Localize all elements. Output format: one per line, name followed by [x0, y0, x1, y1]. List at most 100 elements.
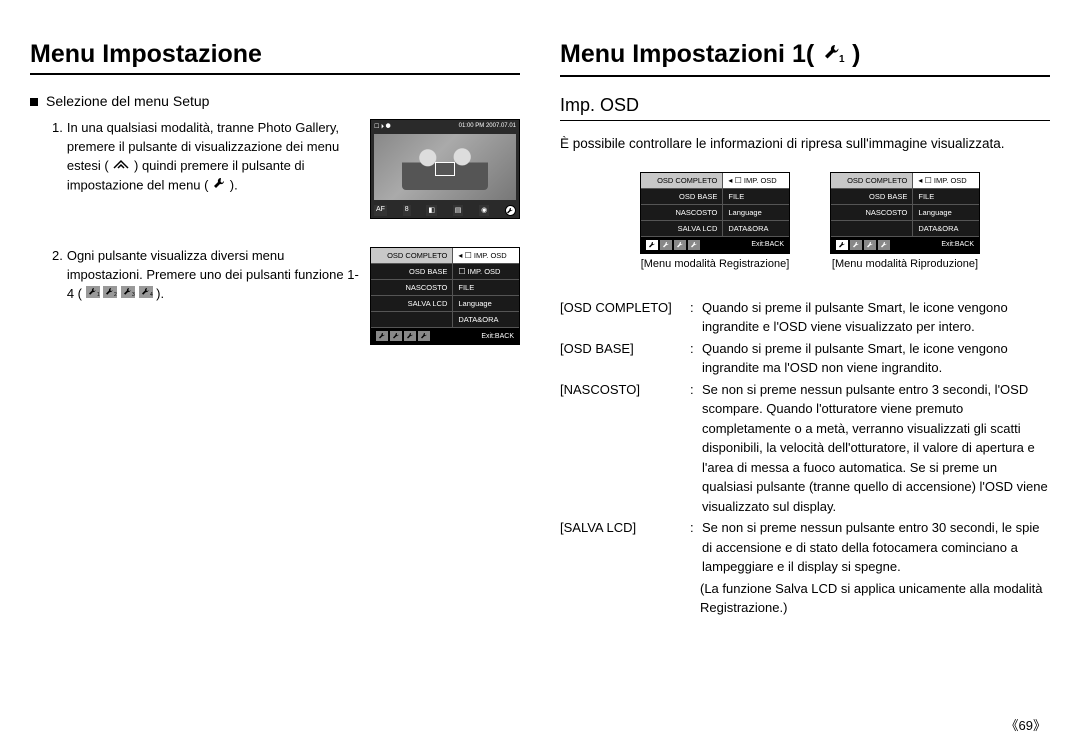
bullet-text: Selezione del menu Setup: [46, 93, 209, 109]
menu-item: NASCOSTO: [831, 205, 912, 221]
menu-tab: ☐ IMP. OSD: [452, 264, 519, 280]
def-row: [OSD COMPLETO] : Quando si preme il puls…: [560, 298, 1050, 337]
square-bullet-icon: [30, 98, 38, 106]
step-number: 1.: [52, 119, 63, 196]
def-desc: Se non si preme nessun pulsante entro 30…: [702, 518, 1050, 577]
menu-caption-b: [Menu modalità Riproduzione]: [832, 258, 978, 270]
def-desc: Se non si preme nessun pulsante entro 3 …: [702, 380, 1050, 517]
menu-tab: DATA&ORA: [722, 221, 789, 237]
preview-top-right: 01:00 PM 2007.07.01: [459, 123, 516, 131]
menu-item: OSD BASE: [371, 264, 452, 280]
def-row: [OSD BASE] : Quando si preme il pulsante…: [560, 339, 1050, 378]
menu-tab: ◂ ☐ IMP. OSD: [722, 173, 789, 189]
def-colon: :: [690, 298, 702, 337]
menu-item: NASCOSTO: [371, 280, 452, 296]
definitions-list: [OSD COMPLETO] : Quando si preme il puls…: [560, 298, 1050, 618]
intro-text: È possibile controllare le informazioni …: [560, 135, 1050, 154]
menu-tab: Language: [722, 205, 789, 221]
step-text: Ogni pulsante visualizza diversi menu im…: [67, 247, 360, 304]
svg-text:3: 3: [132, 292, 135, 298]
def-term: [OSD BASE]: [560, 339, 690, 378]
wrench-tool-icon: [212, 176, 226, 196]
menu-tab: ◂ ☐ IMP. OSD: [912, 173, 979, 189]
preview-icon: ▤: [453, 205, 464, 216]
wrench-3-icon: 3: [121, 285, 135, 304]
menu-bottom-bar: Exit:BACK: [831, 237, 979, 253]
wrench-1-title-icon: 1: [821, 42, 845, 71]
menu-bottom-bar: Exit:BACK: [371, 328, 519, 344]
step2-group: 2. Ogni pulsante visualizza diversi menu…: [30, 247, 520, 345]
right-column: Menu Impostazioni 1( 1 ) Imp. OSD È poss…: [540, 40, 1050, 726]
menu-caption-a: [Menu modalità Registrazione]: [641, 258, 790, 270]
exit-label: Exit:BACK: [481, 333, 514, 340]
preview-icon: ◧: [426, 205, 437, 216]
step-text: In una qualsiasi modalità, tranne Photo …: [67, 119, 360, 196]
wrench-2-icon: 2: [103, 285, 117, 304]
menu-comparison: OSD COMPLETO◂ ☐ IMP. OSD OSD BASEFILE NA…: [570, 172, 1050, 270]
menu-item: OSD COMPLETO: [371, 248, 452, 264]
menu-item: [831, 221, 912, 237]
wrench-1-icon: 1: [86, 285, 100, 304]
wrench-tabs-icon: [646, 240, 700, 250]
menu-tab: FILE: [912, 189, 979, 205]
section-bullet: Selezione del menu Setup: [30, 93, 520, 109]
menu-tab: Language: [912, 205, 979, 221]
step-number: 2.: [52, 247, 63, 304]
menu-tab: FILE: [722, 189, 789, 205]
def-term: [SALVA LCD]: [560, 518, 690, 577]
step-2: 2. Ogni pulsante visualizza diversi menu…: [52, 247, 360, 304]
def-row: [SALVA LCD] : Se non si preme nessun pul…: [560, 518, 1050, 577]
menu-playback-mode: OSD COMPLETO◂ ☐ IMP. OSD OSD BASEFILE NA…: [830, 172, 980, 270]
menu-tab: DATA&ORA: [452, 312, 519, 328]
af-frame-icon: [435, 162, 455, 176]
menu-tab: Language: [452, 296, 519, 312]
camera-menu-left: OSD COMPLETO◂ ☐ IMP. OSD OSD BASE☐ IMP. …: [370, 247, 520, 345]
title-text-a: Menu Impostazioni 1(: [560, 40, 814, 68]
preview-bottom-row: AF 8 ◧ ▤ ◉: [374, 205, 516, 216]
af-label: AF: [374, 205, 387, 216]
subsection-title: Imp. OSD: [560, 95, 1050, 121]
step-1: 1. In una qualsiasi modalità, tranne Pho…: [52, 119, 360, 196]
camera-menu-a: OSD COMPLETO◂ ☐ IMP. OSD OSD BASEFILE NA…: [640, 172, 790, 254]
menu-item: OSD BASE: [831, 189, 912, 205]
def-colon: :: [690, 518, 702, 577]
shot-count: 8: [403, 205, 411, 216]
svg-text:1: 1: [839, 54, 845, 64]
left-column: Menu Impostazione Selezione del menu Set…: [30, 40, 540, 726]
step1-group: 1. In una qualsiasi modalità, tranne Pho…: [30, 119, 520, 219]
menu-item: [371, 312, 452, 328]
preview-top-left: ☐ ⏵ ⯃: [374, 123, 391, 131]
title-text-b: ): [852, 40, 860, 68]
svg-text:2: 2: [114, 292, 117, 298]
menu-bottom-bar: Exit:BACK: [641, 237, 789, 253]
menu-tab: DATA&ORA: [912, 221, 979, 237]
step1-part-c: ).: [230, 177, 238, 192]
menu-item: NASCOSTO: [641, 205, 722, 221]
settings-circle-icon: [505, 205, 516, 216]
def-desc: Quando si preme il pulsante Smart, le ic…: [702, 298, 1050, 337]
menu-tab: FILE: [452, 280, 519, 296]
def-note: (La funzione Salva LCD si applica unicam…: [700, 579, 1050, 618]
svg-text:1: 1: [97, 292, 100, 298]
wrench-tabs-icon: [836, 240, 890, 250]
camera-menu-b: OSD COMPLETO◂ ☐ IMP. OSD OSD BASEFILE NA…: [830, 172, 980, 254]
left-title: Menu Impostazione: [30, 40, 520, 75]
wrench-4-icon: 4: [139, 285, 153, 304]
expand-arrow-icon: [112, 157, 130, 176]
menu-recording-mode: OSD COMPLETO◂ ☐ IMP. OSD OSD BASEFILE NA…: [640, 172, 790, 270]
def-term: [OSD COMPLETO]: [560, 298, 690, 337]
right-title: Menu Impostazioni 1( 1 ): [560, 40, 1050, 77]
menu-item: OSD COMPLETO: [641, 173, 722, 189]
preview-icon: ◉: [479, 205, 489, 216]
menu-item: SALVA LCD: [371, 296, 452, 312]
menu-item: OSD COMPLETO: [831, 173, 912, 189]
step2-part-b: ).: [156, 286, 164, 301]
svg-text:4: 4: [150, 292, 153, 298]
camera-preview-thumbnail: ☐ ⏵ ⯃ 01:00 PM 2007.07.01 AF 8 ◧ ▤ ◉: [370, 119, 520, 219]
def-desc: Quando si preme il pulsante Smart, le ic…: [702, 339, 1050, 378]
menu-tab: ◂ ☐ IMP. OSD: [452, 248, 519, 264]
menu-item: OSD BASE: [641, 189, 722, 205]
def-colon: :: [690, 339, 702, 378]
def-row: [NASCOSTO] : Se non si preme nessun puls…: [560, 380, 1050, 517]
page-number: 《69》: [1006, 715, 1046, 734]
